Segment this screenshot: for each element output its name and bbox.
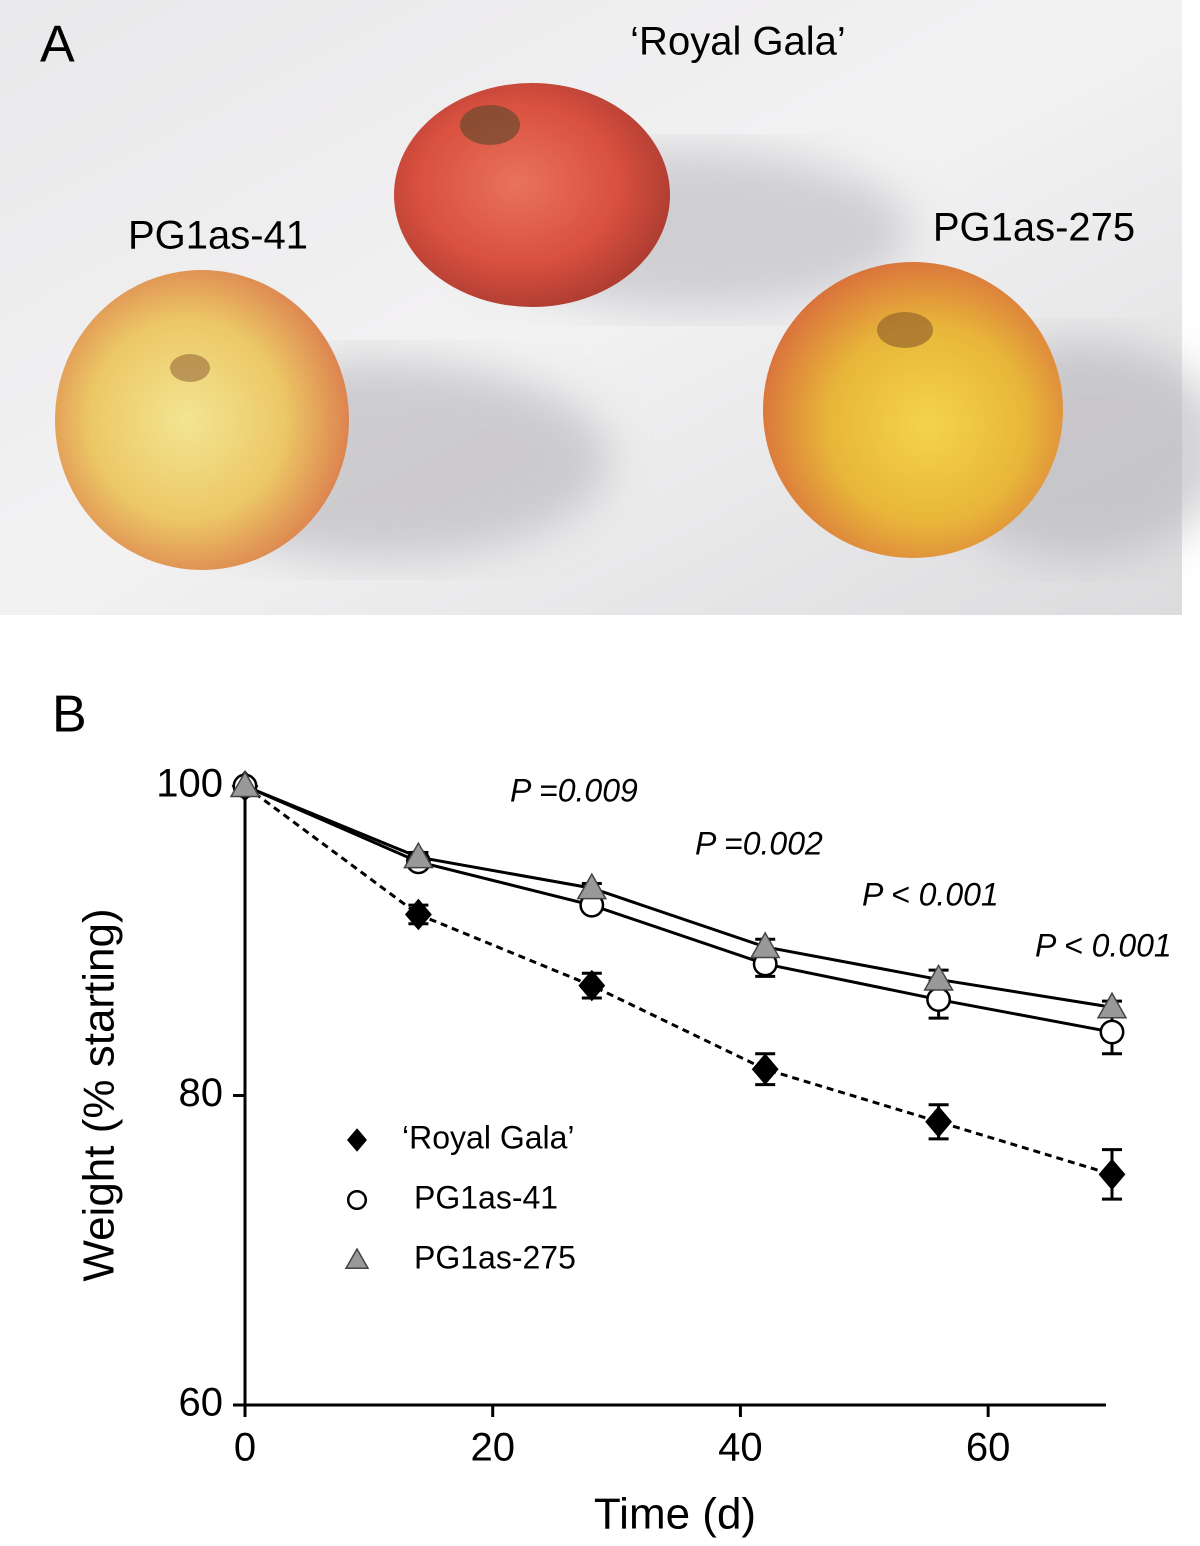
marker [578, 969, 606, 1002]
p-value: P < 0.001 [862, 876, 999, 912]
marker [576, 872, 608, 900]
x-tick-label: 20 [470, 1426, 515, 1470]
legend-label: PG1as-41 [414, 1179, 558, 1215]
p-value: P =0.009 [510, 772, 638, 808]
marker [923, 963, 954, 991]
marker [925, 1106, 953, 1138]
marker [229, 770, 261, 798]
panel-label: A [40, 16, 75, 74]
series-line [244, 784, 1113, 1009]
marker [926, 987, 952, 1013]
series-line [244, 784, 1113, 1034]
x-tick-label: 40 [718, 1426, 763, 1470]
p-value: P =0.002 [695, 825, 823, 861]
apple-label: PG1as-41 [128, 214, 308, 258]
legend-label: ‘Royal Gala’ [402, 1119, 575, 1155]
marker [1099, 1019, 1125, 1045]
marker [404, 898, 432, 931]
series-line [244, 784, 1113, 1176]
marker [403, 841, 434, 869]
marker [751, 1053, 779, 1085]
y-tick-label: 100 [156, 762, 223, 806]
x-tick-label: 0 [234, 1426, 256, 1470]
y-axis-title: Weight (% starting) [75, 908, 124, 1281]
legend-label: PG1as-275 [414, 1239, 576, 1275]
photo [0, 0, 1200, 615]
y-tick-label: 80 [179, 1071, 224, 1115]
apple-label: PG1as-275 [933, 206, 1135, 250]
marker [1098, 1158, 1126, 1191]
panel-label: B [52, 686, 87, 744]
x-axis-title: Time (d) [594, 1490, 756, 1539]
legend-marker [346, 1128, 368, 1152]
y-tick-label: 60 [179, 1381, 224, 1425]
legend-marker [344, 1247, 370, 1269]
apple-label: ‘Royal Gala’ [630, 20, 846, 64]
x-tick-label: 60 [966, 1426, 1011, 1470]
marker [749, 931, 781, 959]
marker [1096, 991, 1128, 1019]
legend-marker [346, 1189, 368, 1211]
p-value: P < 0.001 [1035, 927, 1172, 963]
